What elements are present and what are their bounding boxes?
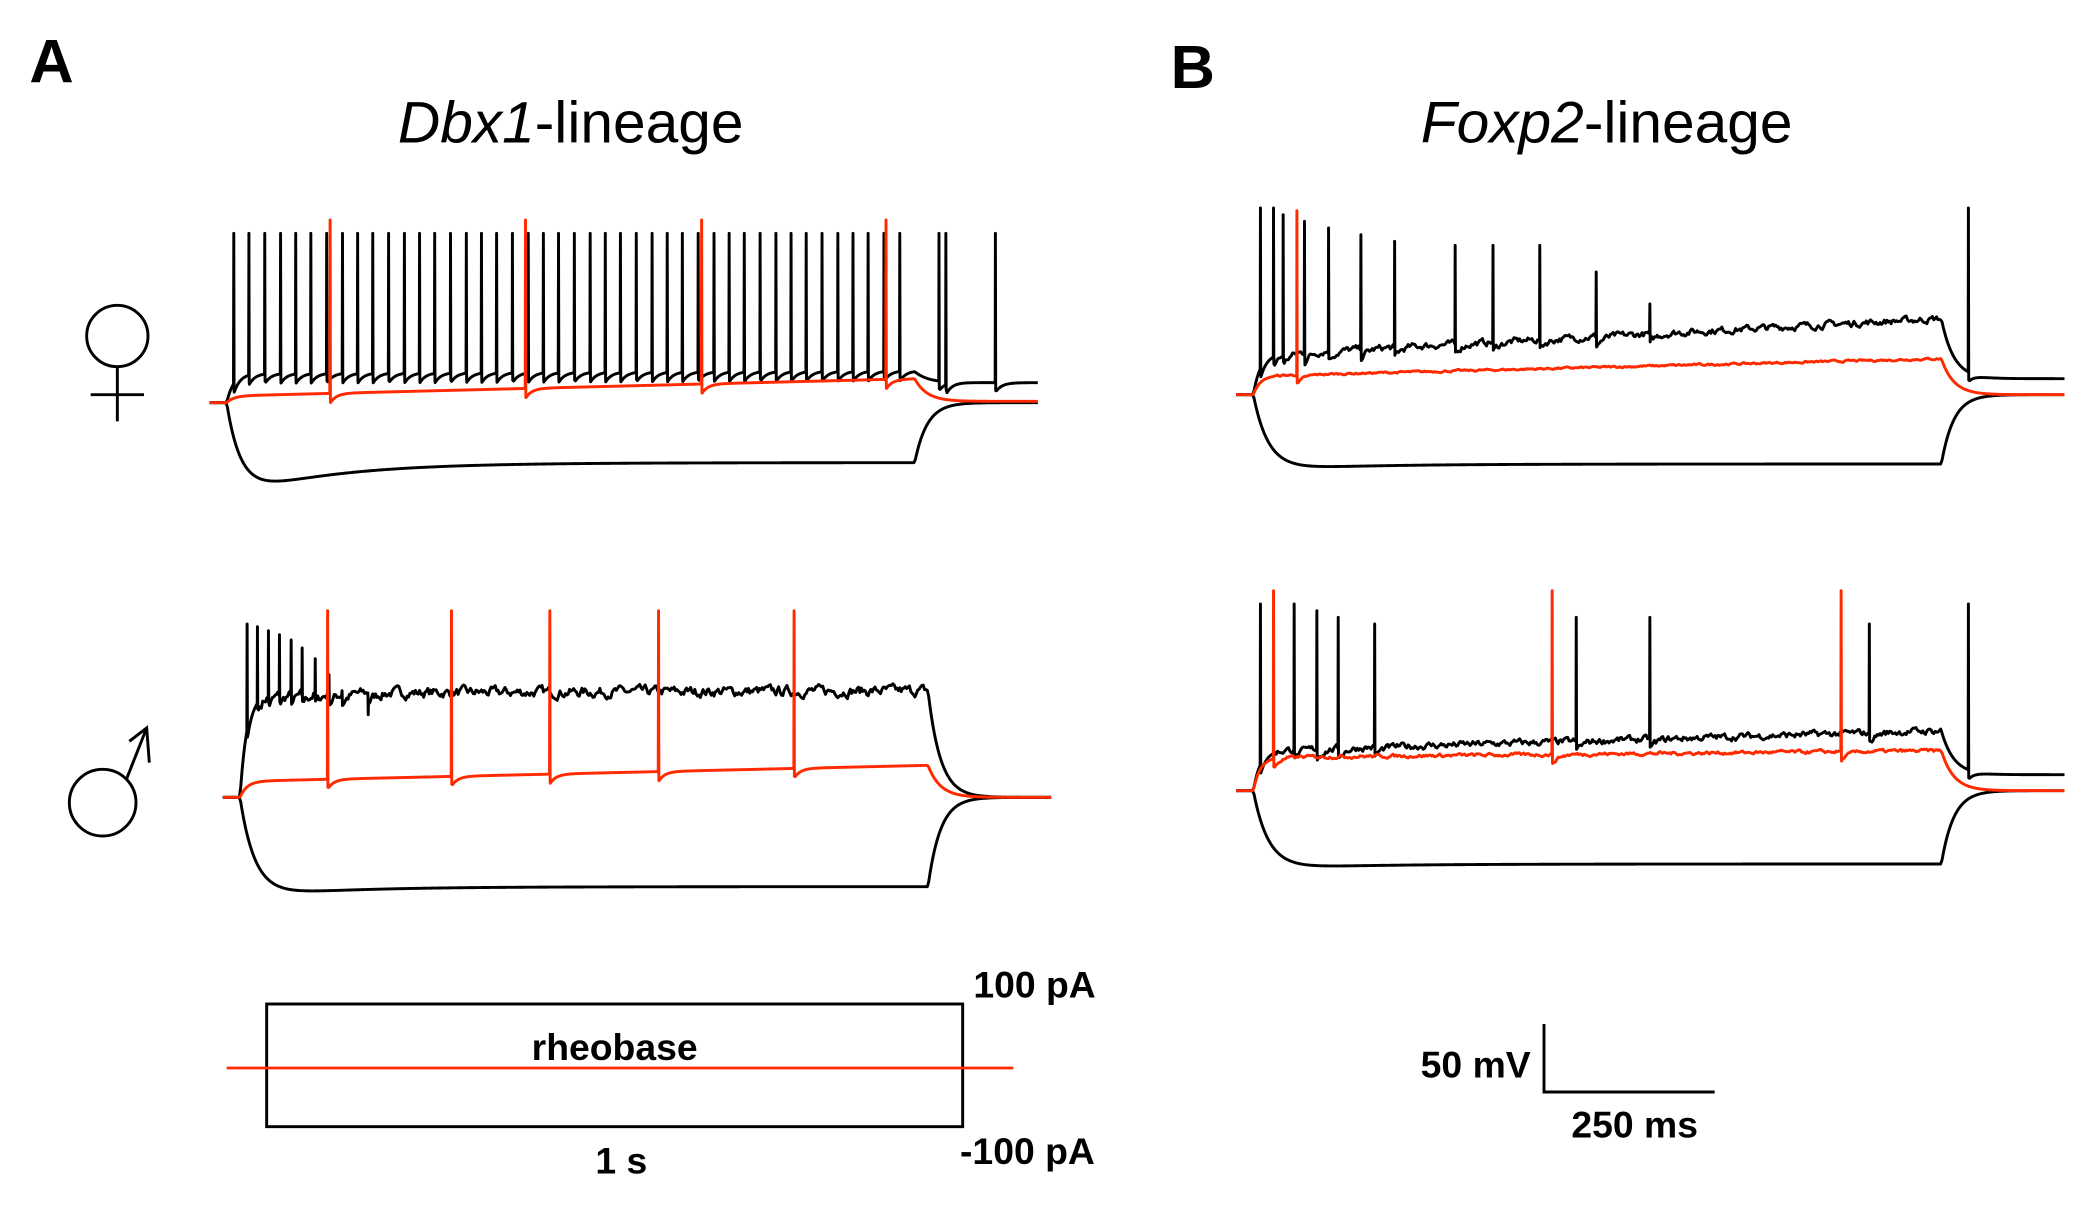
panel-label-b: B [1171,32,1215,101]
scale-bar: 50 mV 250 ms [1421,1024,1715,1145]
stimulus-step-box [265,1002,965,1129]
trace-dbx1-male-rheobase [222,609,1052,799]
voltage-traces [209,206,2065,893]
stimulus-bottom-label: -100 pA [960,1130,1095,1172]
trace-foxp2-female-suprathreshold [1236,206,2065,397]
stimulus-protocol: rheobase 100 pA -100 pA 1 s [226,963,1096,1181]
trace-foxp2-male-rheobase [1236,589,2065,793]
trace-dbx1-female-hyperpolarizing [209,401,1038,483]
trace-foxp2-male-hyperpolarizing [1236,789,2065,868]
male-symbol-icon [67,725,151,838]
trace-dbx1-female-suprathreshold [209,231,1038,405]
trace-dbx1-female-rheobase [209,218,1038,405]
stimulus-duration-label: 1 s [595,1139,647,1181]
panel-label-a: A [29,27,73,96]
trace-foxp2-male-suprathreshold [1236,602,2065,793]
scale-bar-time-label: 250 ms [1571,1103,1698,1145]
scale-bar-voltage-label: 50 mV [1421,1043,1531,1085]
scale-bar-lines [1542,1024,1715,1094]
female-symbol-icon [85,303,150,422]
trace-dbx1-male-hyperpolarizing [222,795,1052,893]
panel-b-title: Foxp2-lineage [1421,91,1793,156]
panel-a-title: Dbx1-lineage [398,91,744,156]
rheobase-label: rheobase [532,1026,698,1068]
trace-dbx1-male-suprathreshold [222,622,1052,799]
stimulus-top-label: 100 pA [973,963,1095,1005]
trace-foxp2-female-hyperpolarizing [1236,393,2065,469]
trace-foxp2-female-rheobase [1236,209,2065,397]
